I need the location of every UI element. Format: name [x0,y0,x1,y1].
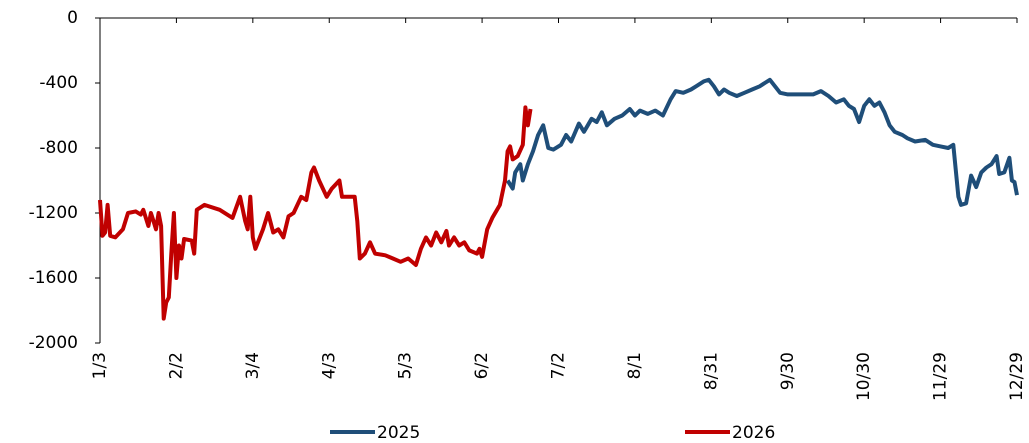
y-tick-label: -800 [39,138,78,158]
x-tick-label: 1/3 [90,352,110,379]
y-tick-label: -1600 [29,268,78,288]
x-tick-label: 2/2 [166,352,186,379]
y-tick-label: 0 [67,8,78,28]
x-tick-label: 12/29 [1007,352,1027,401]
x-tick-label: 10/30 [854,352,874,401]
x-tick-label: 5/3 [396,352,416,379]
x-tick-label: 7/2 [549,352,569,379]
x-tick-label: 8/31 [701,352,721,390]
series-line [98,105,533,321]
x-tick-label: 3/4 [243,352,263,379]
legend-label: 2025 [377,423,420,443]
legend-label: 2026 [732,423,775,443]
y-tick-label: -1200 [29,203,78,223]
x-tick-label: 9/30 [778,352,798,390]
x-tick-label: 8/1 [625,352,645,379]
x-tick-label: 6/2 [472,352,492,379]
y-tick-label: -400 [39,73,78,93]
x-tick-label: 11/29 [931,352,951,401]
series-line [505,77,1019,207]
y-tick-label: -2000 [29,333,78,353]
x-tick-label: 4/3 [319,352,339,379]
